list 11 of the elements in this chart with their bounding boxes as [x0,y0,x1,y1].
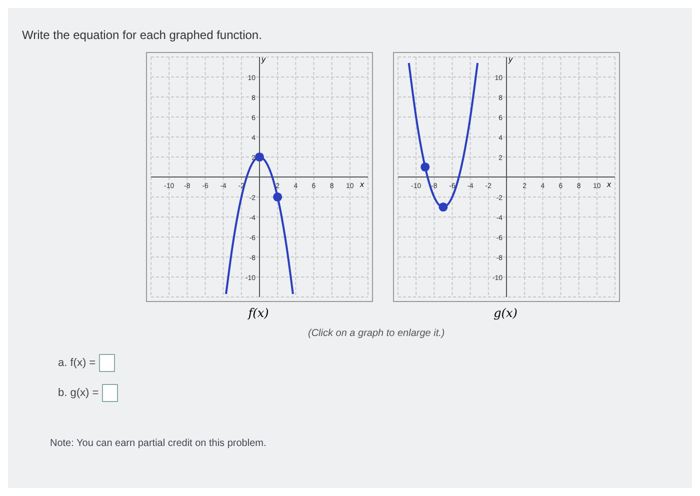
text: a. f(x) = [58,357,96,369]
text: Write the equation for each graphed function. [22,28,262,42]
text: b. g(x) = [58,387,99,399]
y-axis-title: y [262,55,266,64]
text: (Click on a graph to enlarge it.) [308,328,445,339]
x-axis-title: x [360,180,364,189]
text: g(x) [492,306,518,320]
text: f(x) [246,306,270,320]
text: Note: You can earn partial credit on this problem. [50,438,266,449]
y-axis-title: y [508,55,512,64]
x-axis-title: x [607,180,611,189]
